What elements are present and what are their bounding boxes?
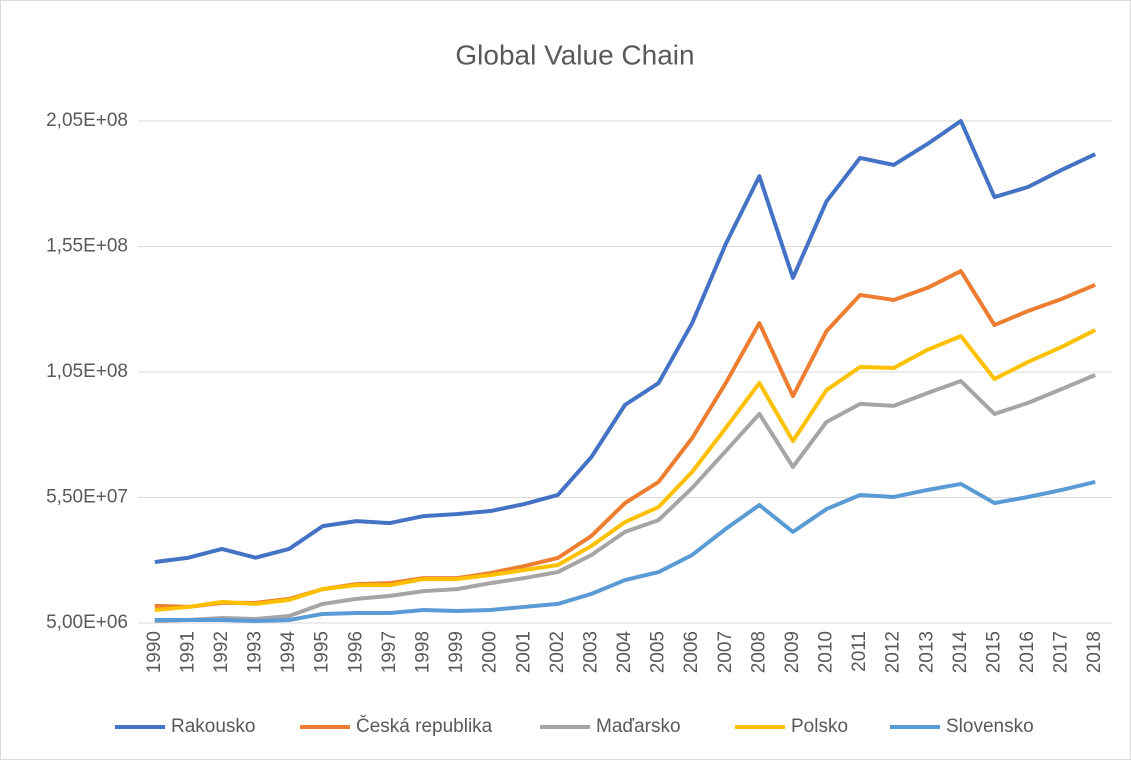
y-tick-label: 5,50E+07 [46, 487, 128, 508]
x-tick-label: 1998 [412, 631, 433, 673]
x-tick-label: 2010 [816, 631, 837, 673]
x-tick-label: 2008 [748, 631, 769, 673]
x-tick-label: 2012 [883, 631, 904, 673]
x-tick-label: 2006 [681, 631, 702, 673]
x-tick-label: 1995 [312, 631, 333, 673]
x-tick-label: 2007 [715, 631, 736, 673]
x-tick-label: 1997 [379, 631, 400, 673]
legend-label: Česká republika [356, 715, 493, 737]
x-tick-label: 1992 [211, 631, 232, 673]
y-tick-label: 1,55E+08 [46, 236, 128, 257]
x-tick-label: 2009 [782, 631, 803, 673]
x-tick-label: 1993 [245, 631, 266, 673]
x-tick-label: 2016 [1017, 631, 1038, 673]
series-line [154, 373, 1096, 623]
x-tick-label: 1990 [144, 631, 165, 673]
legend-label: Polsko [791, 716, 848, 737]
x-tick-label: 2002 [547, 631, 568, 673]
x-tick-label: 2001 [513, 631, 534, 673]
x-tick-label: 2000 [480, 631, 501, 673]
legend-label: Slovensko [946, 716, 1034, 737]
y-tick-label: 2,05E+08 [46, 110, 128, 131]
x-tick-label: 1996 [345, 631, 366, 673]
series-line [154, 328, 1097, 612]
x-tick-label: 2018 [1084, 631, 1105, 673]
x-tick-label: 2015 [983, 631, 1004, 673]
x-tick-label: 2013 [916, 631, 937, 673]
x-tick-label: 2014 [950, 631, 971, 674]
y-tick-label: 1,05E+08 [46, 361, 128, 382]
x-tick-label: 1999 [446, 631, 467, 673]
series-line [154, 119, 1097, 564]
x-tick-label: 1991 [177, 631, 198, 673]
y-tick-label: 5,00E+06 [46, 612, 128, 633]
x-tick-label: 2004 [614, 631, 635, 674]
legend-label: Maďarsko [596, 716, 681, 737]
legend-label: Rakousko [171, 716, 256, 737]
x-tick-label: 2005 [648, 631, 669, 673]
series-line [154, 479, 1096, 623]
x-tick-label: 2003 [580, 631, 601, 673]
x-tick-label: 2017 [1051, 631, 1072, 673]
x-tick-label: 1994 [278, 631, 299, 674]
x-tick-label: 2011 [849, 631, 870, 672]
chart-title: Global Value Chain [455, 39, 694, 70]
